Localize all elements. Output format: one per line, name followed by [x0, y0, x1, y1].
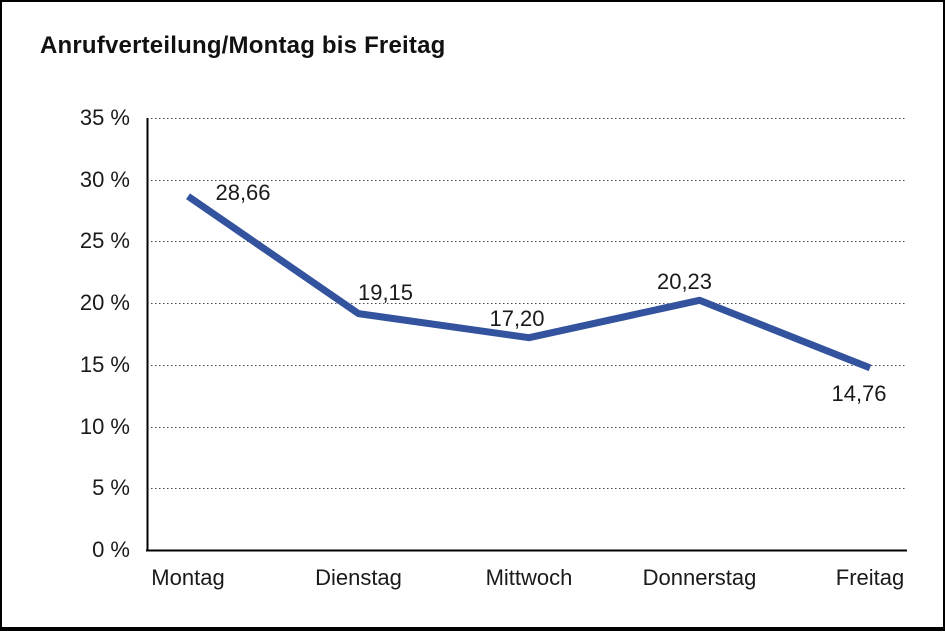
chart-title: Anrufverteilung/Montag bis Freitag — [40, 32, 446, 59]
data-series-line — [186, 193, 872, 372]
